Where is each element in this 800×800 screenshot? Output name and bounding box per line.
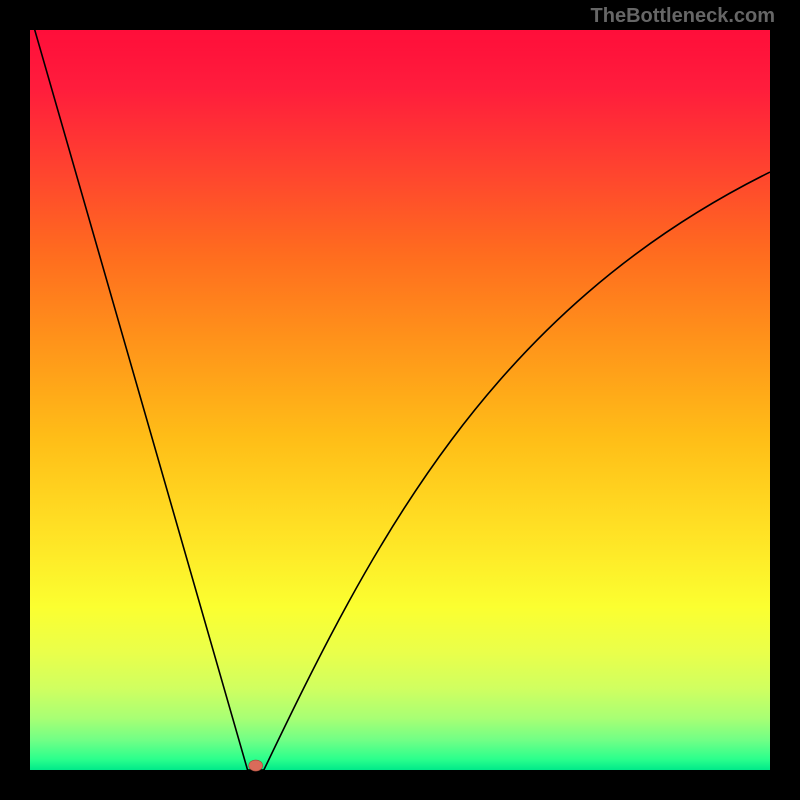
- optimal-point-marker: [249, 760, 263, 771]
- watermark-text: TheBottleneck.com: [591, 5, 775, 27]
- bottleneck-chart: TheBottleneck.com: [0, 0, 800, 800]
